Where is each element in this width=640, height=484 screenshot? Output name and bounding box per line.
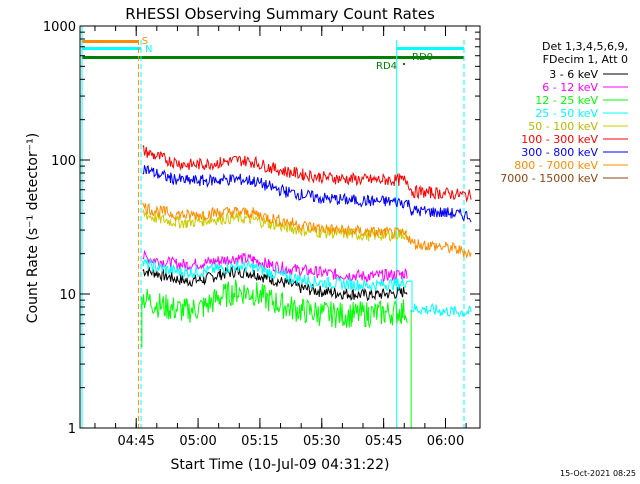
series-line-5 bbox=[142, 208, 408, 242]
data-layer: SN RD0 RD4 bbox=[81, 26, 472, 428]
x-tick-label: 06:00 bbox=[427, 434, 464, 449]
series-line-7 bbox=[142, 164, 472, 223]
legend: Det 1,3,4,5,6,9,FDecim 1, Att 0 3 - 6 keV… bbox=[500, 40, 628, 185]
series-line-1 bbox=[142, 265, 408, 302]
legend-entry-label: 300 - 800 keV bbox=[521, 146, 598, 159]
flag-label-rd4: RD4 bbox=[376, 61, 397, 72]
flag-bar-s bbox=[82, 40, 139, 43]
flag-label-n: N bbox=[145, 44, 152, 55]
legend-header-line: FDecim 1, Att 0 bbox=[543, 53, 628, 66]
series-line-6 bbox=[142, 145, 472, 203]
series-line-8 bbox=[142, 202, 472, 259]
legend-entry-label: 100 - 300 keV bbox=[521, 133, 598, 146]
x-axis-label: Start Time (10-Jul-09 04:31:22) bbox=[170, 457, 389, 473]
plot-timestamp: 15-Oct-2021 08:25 bbox=[560, 469, 636, 478]
series-line-3 bbox=[142, 279, 408, 329]
legend-entry-label: 25 - 50 keV bbox=[535, 107, 598, 120]
x-tick-label: 05:45 bbox=[365, 434, 402, 449]
legend-entry-label: 6 - 12 keV bbox=[542, 81, 598, 94]
flag-label-s: S bbox=[142, 36, 148, 47]
plot-frame bbox=[79, 25, 481, 429]
legend-header-line: Det 1,3,4,5,6,9, bbox=[542, 40, 628, 53]
y-tick-label: 1 bbox=[68, 422, 76, 437]
y-tick-label: 10 bbox=[59, 288, 76, 303]
flag-bar-n-late bbox=[396, 47, 464, 50]
flag-label-rd0: RD0 bbox=[412, 52, 433, 63]
x-tick-label: 05:00 bbox=[179, 434, 216, 449]
y-tick-label: 100 bbox=[51, 154, 76, 169]
legend-entry-label: 50 - 100 keV bbox=[528, 120, 598, 133]
legend-entry-label: 7000 - 15000 keV bbox=[500, 172, 598, 185]
chart-title: RHESSI Observing Summary Count Rates bbox=[125, 5, 435, 23]
legend-entry-label: 800 - 7000 keV bbox=[514, 159, 598, 172]
y-axis-label: Count Rate (s⁻¹ detector⁻¹) bbox=[25, 133, 41, 323]
x-tick-label: 04:45 bbox=[117, 434, 154, 449]
y-tick-label: 1000 bbox=[43, 20, 76, 35]
series-line-4 bbox=[142, 258, 472, 318]
axes-layer: 1 10 100 1000 04:45 05:00 05:15 05:30 05:45 06:00 bbox=[43, 20, 481, 449]
x-tick-label: 05:15 bbox=[241, 434, 278, 449]
x-tick-label: 05:30 bbox=[303, 434, 340, 449]
legend-entry-label: 12 - 25 keV bbox=[535, 94, 598, 107]
legend-entry-label: 3 - 6 keV bbox=[549, 68, 598, 81]
flag-bar-rd bbox=[82, 56, 464, 59]
flag-bar-n bbox=[82, 47, 142, 50]
flag-dot-rd4 bbox=[403, 63, 405, 65]
